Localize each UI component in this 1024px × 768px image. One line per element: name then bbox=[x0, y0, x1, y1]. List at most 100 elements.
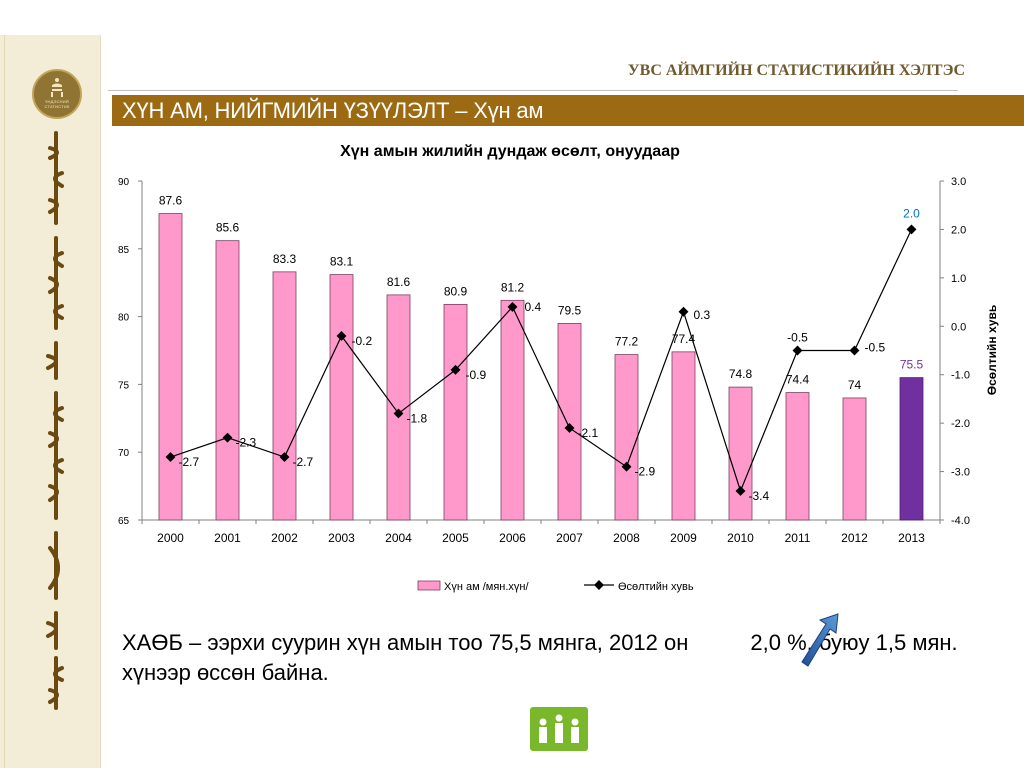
caption-text-before: ХАӨБ – ээрхи суурин хүн амын тоо 75,5 мя… bbox=[122, 630, 689, 655]
statistics-emblem-icon: ҮНДЭСНИЙ СТАТИСТИК bbox=[32, 69, 82, 119]
growth-point-marker bbox=[165, 452, 176, 462]
bar-value-label: 81.2 bbox=[501, 280, 525, 294]
right-tick-label: -4.0 bbox=[951, 515, 970, 527]
category-label: 2000 bbox=[157, 531, 184, 545]
emblem-text: ҮНДЭСНИЙ СТАТИСТИК bbox=[44, 99, 70, 109]
chart-title: Хүн амын жилийн дундаж өсөлт, онуудаар bbox=[340, 143, 680, 160]
left-tick-label: 85 bbox=[118, 245, 130, 256]
bar bbox=[443, 303, 468, 521]
right-tick-label: -3.0 bbox=[951, 467, 970, 479]
left-tick-label: 70 bbox=[118, 448, 130, 459]
mongolian-script-decoration-icon bbox=[46, 131, 64, 710]
line-value-label: -0.5 bbox=[865, 341, 886, 355]
caption-text-after: 2,0 %, буюу 1,5 мян. хүнээр өссөн байна. bbox=[122, 630, 958, 685]
bar-value-label: 74 bbox=[848, 378, 862, 392]
left-tick-label: 75 bbox=[118, 380, 130, 391]
bar bbox=[272, 271, 297, 521]
growth-point-marker bbox=[279, 452, 290, 462]
section-banner bbox=[112, 95, 1024, 126]
bar-value-label: 83.1 bbox=[330, 255, 354, 269]
bar bbox=[386, 294, 411, 521]
bar-value-label: 74.4 bbox=[786, 373, 810, 387]
bar bbox=[158, 213, 183, 521]
bar-value-label: 77.2 bbox=[615, 335, 639, 349]
category-label: 2002 bbox=[271, 531, 298, 545]
category-label: 2004 bbox=[385, 531, 412, 545]
legend-bar-swatch bbox=[417, 580, 441, 591]
line-value-label: 0.4 bbox=[525, 300, 542, 314]
growth-line bbox=[170, 229, 913, 493]
bar-value-label: 75.5 bbox=[900, 358, 924, 372]
up-trend-arrow-icon bbox=[801, 613, 839, 667]
bar-value-label: 74.8 bbox=[729, 367, 753, 381]
bar bbox=[842, 397, 867, 521]
people-logo-icon bbox=[530, 707, 588, 751]
line-value-label: -2.9 bbox=[635, 465, 656, 479]
line-value-label: -2.1 bbox=[578, 426, 599, 440]
bar bbox=[785, 392, 810, 521]
growth-point-marker bbox=[906, 224, 917, 235]
line-value-label: -2.7 bbox=[179, 455, 200, 469]
category-label: 2011 bbox=[785, 531, 811, 545]
right-tick-label: 2.0 bbox=[951, 224, 966, 236]
line-value-label: -2.3 bbox=[236, 436, 257, 450]
bar-value-label: 83.3 bbox=[273, 252, 297, 266]
growth-point-marker bbox=[450, 364, 461, 375]
summary-caption: ХАӨБ – ээрхи суурин хүн амын тоо 75,5 мя… bbox=[122, 628, 992, 688]
line-value-label: 2.0 bbox=[903, 206, 920, 220]
category-label: 2007 bbox=[556, 531, 583, 545]
left-tick-label: 90 bbox=[118, 177, 130, 188]
category-label: 2012 bbox=[841, 531, 868, 545]
bar-value-label: 79.5 bbox=[558, 303, 582, 317]
line-value-label: -0.2 bbox=[352, 334, 373, 348]
legend-line-marker bbox=[594, 580, 604, 590]
left-tick-label: 80 bbox=[118, 313, 130, 324]
growth-point-marker bbox=[564, 423, 575, 433]
growth-point-marker bbox=[507, 301, 518, 312]
bar bbox=[899, 377, 924, 521]
growth-point-marker bbox=[621, 461, 632, 472]
bar-value-label: 77.4 bbox=[672, 332, 696, 346]
population-growth-chart: 65 70 75 80 85 90 -4.0 -3.0 -2.0 -1.0 0.0 1.0 2.0 3.0… bbox=[118, 176, 999, 593]
category-label: 2013 bbox=[898, 531, 925, 545]
category-label: 2006 bbox=[499, 531, 526, 545]
category-label: 2005 bbox=[442, 531, 469, 545]
bar bbox=[500, 299, 525, 521]
line-value-label: -2.7 bbox=[293, 455, 314, 469]
bar bbox=[215, 240, 240, 521]
line-value-label: 0.3 bbox=[694, 308, 711, 322]
right-tick-label: -1.0 bbox=[951, 370, 970, 382]
line-value-label: -0.9 bbox=[466, 368, 487, 382]
section-banner-title: ХҮН АМ, НИЙГМИЙН ҮЗҮҮЛЭЛТ – Хүн ам bbox=[122, 98, 544, 123]
bar-value-label: 85.6 bbox=[216, 221, 240, 235]
line-value-label: -1.8 bbox=[407, 411, 428, 425]
strip-border-line bbox=[4, 35, 5, 768]
line-value-label: -3.4 bbox=[749, 489, 770, 503]
growth-point-marker bbox=[849, 345, 860, 356]
growth-point-marker bbox=[222, 432, 233, 443]
right-tick-label: 3.0 bbox=[951, 176, 966, 188]
organization-title: УВС АЙМГИЙН СТАТИСТИКИЙН ХЭЛТЭС bbox=[627, 62, 965, 79]
growth-point-marker bbox=[393, 408, 404, 419]
bar-value-label: 80.9 bbox=[444, 284, 468, 298]
growth-point-marker bbox=[792, 345, 803, 356]
category-label: 2009 bbox=[670, 531, 697, 545]
right-tick-label: 1.0 bbox=[951, 273, 966, 285]
right-tick-label: 0.0 bbox=[951, 321, 966, 333]
bar bbox=[614, 354, 639, 521]
bar bbox=[557, 322, 582, 521]
bar-value-label: 87.6 bbox=[159, 194, 183, 208]
growth-point-marker bbox=[336, 331, 347, 341]
category-label: 2010 bbox=[727, 531, 754, 545]
header-divider bbox=[108, 90, 958, 91]
legend-bar-label: Хүн ам /мян.хүн/ bbox=[444, 581, 529, 593]
legend-line-label: Өсөлтийн хувь bbox=[618, 581, 694, 593]
left-tick-label: 65 bbox=[118, 516, 130, 527]
category-label: 2001 bbox=[214, 531, 241, 545]
line-value-label: -0.5 bbox=[787, 331, 808, 345]
right-tick-label: -2.0 bbox=[951, 418, 970, 430]
bar bbox=[329, 274, 354, 521]
right-axis-title: Өсөлтийн хувь bbox=[985, 305, 999, 395]
growth-point-marker bbox=[678, 306, 689, 317]
growth-point-marker bbox=[735, 485, 746, 496]
